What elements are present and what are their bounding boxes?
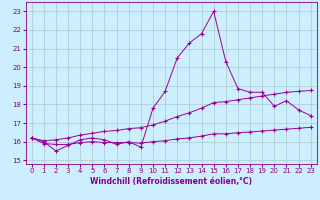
X-axis label: Windchill (Refroidissement éolien,°C): Windchill (Refroidissement éolien,°C) xyxy=(90,177,252,186)
